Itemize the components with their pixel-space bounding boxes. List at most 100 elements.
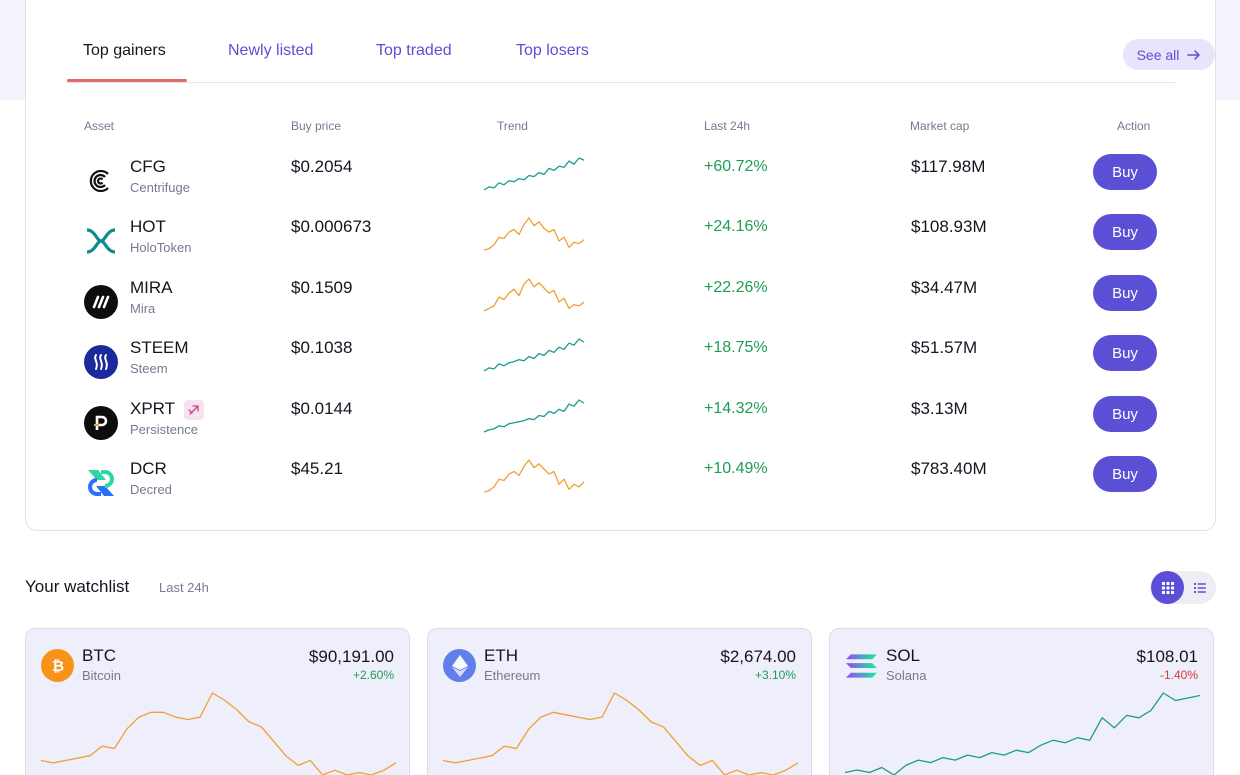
asset-price: $0.1038	[291, 338, 353, 357]
col-header-market-cap: Market cap	[910, 119, 970, 133]
trend-line	[484, 399, 584, 433]
buy-button[interactable]: Buy	[1093, 275, 1157, 311]
asset-row[interactable]: STEEM Steem $0.1038 +18.75% $51.57M Buy	[84, 335, 1167, 395]
see-all-button[interactable]: See all	[1123, 39, 1215, 70]
buy-button[interactable]: Buy	[1093, 456, 1157, 492]
asset-symbol: DCR	[130, 459, 167, 478]
asset-market-cap: $108.93M	[911, 217, 987, 236]
trend-line	[845, 692, 1200, 775]
watchlist-price: $108.01	[1136, 647, 1198, 666]
link-badge-icon	[184, 400, 204, 420]
watchlist-card[interactable]: ETH Ethereum $2,674.00 +3.10%	[427, 628, 812, 775]
asset-name: Steem	[130, 361, 168, 376]
asset-market-cap: $51.57M	[911, 338, 978, 357]
watchlist-card[interactable]: SOL Solana $108.01 -1.40%	[829, 628, 1214, 775]
tab-newly-listed[interactable]: Newly listed	[228, 42, 314, 59]
svg-text:₿: ₿	[51, 657, 63, 675]
watchlist-title: Your watchlist	[25, 577, 130, 596]
asset-row[interactable]: MIRA Mira $0.1509 +22.26% $34.47M Buy	[84, 275, 1167, 335]
watchlist-card[interactable]: ₿ BTC Bitcoin $90,191.00 +2.60%	[25, 628, 410, 775]
tab-top-gainers[interactable]: Top gainers	[83, 42, 166, 59]
asset-row[interactable]: XPRT Persistence $0.0144 +14.32% $3.13M …	[84, 396, 1167, 456]
trend-sparkline	[484, 157, 584, 191]
ethereum-icon	[443, 649, 476, 682]
asset-name: Mira	[130, 301, 156, 316]
asset-change: +60.72%	[704, 158, 768, 175]
watchlist-price: $90,191.00	[308, 647, 394, 666]
asset-symbol: STEEM	[130, 338, 189, 357]
trend-line	[484, 217, 584, 251]
tab-bar: Top gainers Newly listed Top traded Top …	[66, 0, 1215, 83]
watchlist-name: Bitcoin	[82, 668, 122, 683]
asset-symbol: XPRT	[130, 399, 176, 418]
watchlist-symbol: ETH	[484, 646, 518, 665]
trend-sparkline	[484, 459, 584, 493]
watchlist-name: Ethereum	[484, 668, 541, 683]
col-header-last-24h: Last 24h	[704, 119, 751, 133]
tab-top-losers[interactable]: Top losers	[516, 42, 589, 59]
watchlist-change: -1.40%	[1159, 668, 1198, 682]
asset-change: +18.75%	[704, 339, 768, 356]
trend-line	[443, 692, 798, 775]
asset-change: +22.26%	[704, 279, 768, 296]
trend-line	[484, 278, 584, 312]
market-movers-card: Top gainers Newly listed Top traded Top …	[25, 0, 1216, 531]
grid-icon	[1161, 581, 1174, 594]
asset-price: $45.21	[291, 459, 343, 478]
trend-sparkline	[484, 278, 584, 312]
trend-line	[484, 157, 584, 191]
solana-icon	[845, 649, 878, 682]
col-header-trend: Trend	[497, 119, 528, 133]
asset-change: +24.16%	[704, 218, 768, 235]
asset-symbol: CFG	[130, 157, 166, 176]
trend-line	[41, 692, 396, 775]
centrifuge-icon	[84, 164, 118, 198]
asset-market-cap: $783.40M	[911, 459, 987, 478]
buy-button[interactable]: Buy	[1093, 154, 1157, 190]
col-header-buy-price: Buy price	[291, 119, 342, 133]
watchlist-chart	[443, 692, 798, 775]
watchlist-chart	[41, 692, 396, 775]
asset-market-cap: $3.13M	[911, 399, 968, 418]
buy-button[interactable]: Buy	[1093, 335, 1157, 371]
asset-price: $0.000673	[291, 217, 372, 236]
asset-price: $0.0144	[291, 399, 353, 418]
list-icon	[1193, 582, 1206, 593]
col-header-action: Action	[1117, 119, 1151, 133]
steem-icon	[84, 345, 118, 379]
asset-price: $0.1509	[291, 278, 353, 297]
asset-change: +10.49%	[704, 460, 768, 477]
watchlist-subtitle: Last 24h	[159, 580, 209, 595]
tab-top-traded[interactable]: Top traded	[376, 42, 452, 59]
watchlist-name: Solana	[886, 668, 927, 683]
asset-name: HoloToken	[130, 240, 192, 255]
view-toggle	[1150, 571, 1216, 604]
trend-sparkline	[484, 399, 584, 433]
list-view-button[interactable]	[1183, 571, 1216, 604]
mira-icon	[84, 285, 118, 319]
see-all-label: See all	[1136, 46, 1180, 63]
trend-sparkline	[484, 217, 584, 251]
grid-view-button[interactable]	[1151, 571, 1184, 604]
col-header-asset: Asset	[84, 119, 115, 133]
asset-row[interactable]: HOT HoloToken $0.000673 +24.16% $108.93M…	[84, 214, 1167, 274]
watchlist-change: +3.10%	[754, 668, 796, 682]
watchlist-change: +2.60%	[352, 668, 394, 682]
trend-line	[484, 338, 584, 372]
buy-button[interactable]: Buy	[1093, 214, 1157, 250]
bitcoin-icon: ₿	[41, 649, 74, 682]
asset-name: Decred	[130, 482, 172, 497]
active-tab-indicator	[67, 79, 187, 82]
asset-row[interactable]: DCR Decred $45.21 +10.49% $783.40M Buy	[84, 456, 1167, 516]
decred-icon	[84, 466, 118, 500]
asset-name: Persistence	[130, 422, 198, 437]
asset-name: Centrifuge	[130, 180, 190, 195]
asset-market-cap: $34.47M	[911, 278, 978, 297]
watchlist-symbol: SOL	[886, 646, 921, 665]
persistence-icon	[84, 406, 118, 440]
asset-symbol: MIRA	[130, 278, 173, 297]
asset-row[interactable]: CFG Centrifuge $0.2054 +60.72% $117.98M …	[84, 154, 1167, 214]
trend-sparkline	[484, 338, 584, 372]
asset-market-cap: $117.98M	[911, 157, 986, 176]
buy-button[interactable]: Buy	[1093, 396, 1157, 432]
